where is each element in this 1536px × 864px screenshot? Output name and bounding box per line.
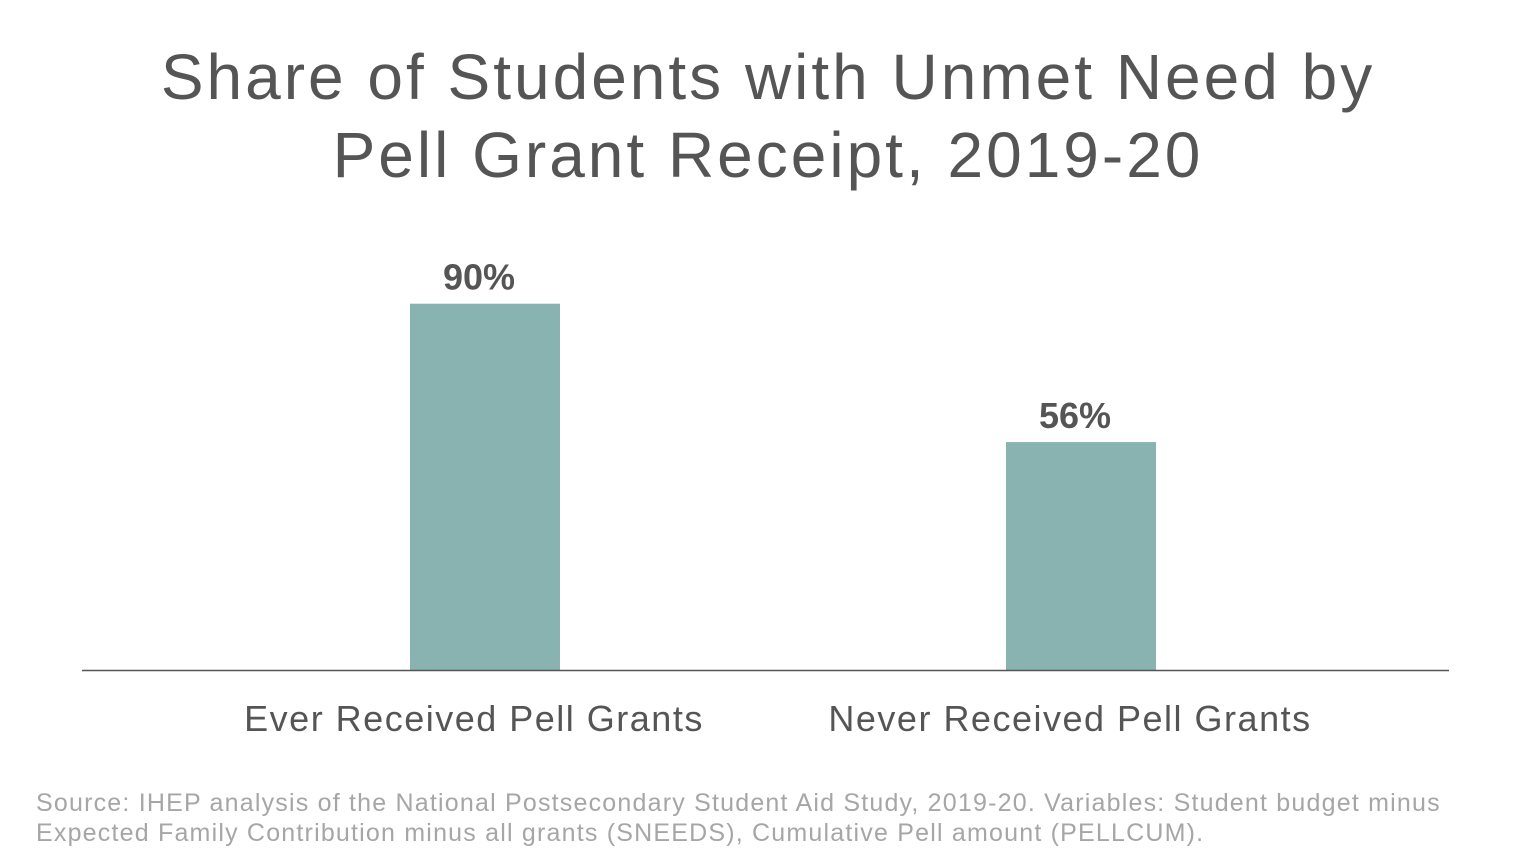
bar-1 [410, 303, 560, 670]
bar-2 [1006, 442, 1156, 670]
bar-chart: 90% Ever Received Pell Grants 56% Never Rec… [82, 257, 1449, 739]
category-label-2: Never Received Pell Grants [828, 698, 1311, 739]
source-note: Source: IHEP analysis of the National Po… [36, 789, 1441, 847]
chart-title-line-1: Share of Students with Unmet Need by [160, 41, 1376, 113]
chart-title-line-2: Pell Grant Receipt, 2019-20 [332, 119, 1204, 191]
category-label-1: Ever Received Pell Grants [244, 698, 704, 739]
data-label-1: 90% [443, 257, 515, 298]
chart-title: Share of Students with Unmet Need by Pel… [0, 38, 1536, 194]
data-label-2: 56% [1039, 395, 1111, 436]
